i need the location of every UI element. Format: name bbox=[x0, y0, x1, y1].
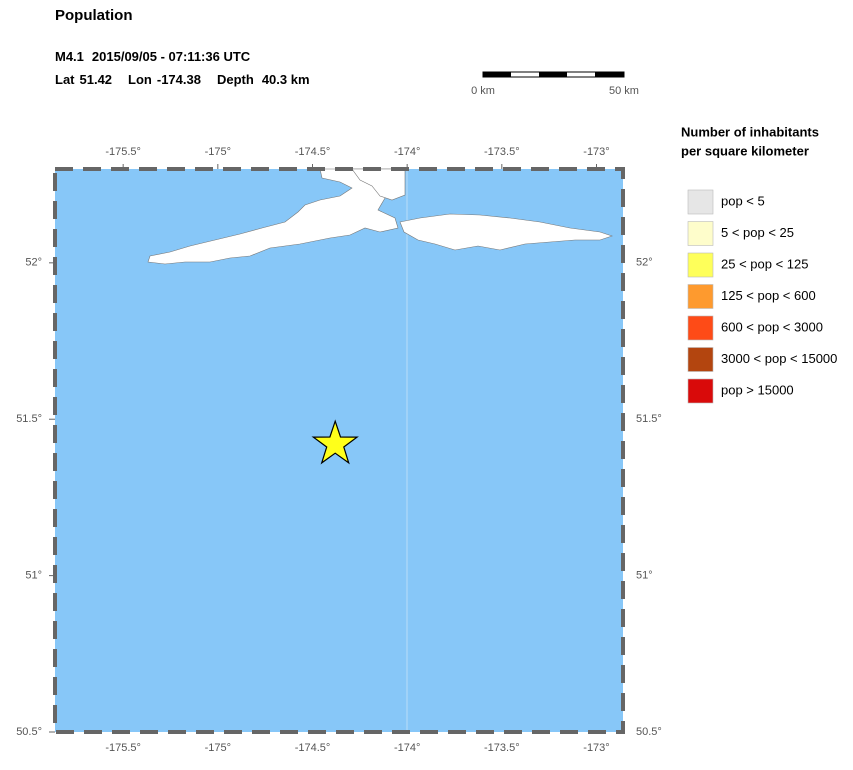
islands bbox=[147, 168, 613, 265]
lat-label: Lat bbox=[55, 72, 75, 87]
x-tick-label: -173° bbox=[583, 146, 609, 158]
legend-swatch bbox=[687, 284, 714, 309]
location-line: Lat 51.42 Lon -174.38 Depth 40.3 km bbox=[55, 72, 310, 87]
y-tick-label: 50.5° bbox=[636, 726, 662, 738]
legend-label: pop > 15000 bbox=[721, 382, 794, 397]
y-tick-label: 51° bbox=[25, 570, 42, 582]
legend-label: 125 < pop < 600 bbox=[721, 288, 816, 303]
legend-title: per square kilometer bbox=[681, 143, 809, 158]
legend-swatch bbox=[687, 221, 714, 246]
title: Population bbox=[55, 7, 133, 24]
x-tick-label: -175° bbox=[205, 146, 231, 158]
legend-label: 25 < pop < 125 bbox=[721, 256, 808, 271]
legend-title: Number of inhabitants bbox=[681, 124, 819, 139]
lat: 51.42 bbox=[80, 72, 113, 87]
x-tick-label: -174.5° bbox=[295, 146, 331, 158]
x-tick-label: -175.5° bbox=[105, 742, 141, 754]
depth-label: Depth bbox=[217, 72, 254, 87]
magnitude: M4.1 bbox=[55, 49, 84, 64]
depth: 40.3 km bbox=[262, 72, 310, 87]
lon: -174.38 bbox=[157, 72, 201, 87]
x-tick-label: -173° bbox=[583, 742, 609, 754]
y-tick-label: 52° bbox=[636, 257, 653, 269]
y-tick-label: 50.5° bbox=[16, 726, 42, 738]
legend-swatch bbox=[687, 347, 714, 372]
scale-end: 50 km bbox=[609, 85, 639, 97]
legend-swatch bbox=[687, 378, 714, 404]
x-tick-label: -174° bbox=[394, 146, 420, 158]
lon-label: Lon bbox=[128, 72, 152, 87]
legend-swatch bbox=[687, 252, 714, 278]
datetime: 2015/09/05 - 07:11:36 UTC bbox=[92, 49, 251, 64]
legend-label: 600 < pop < 3000 bbox=[721, 319, 823, 334]
map-frame bbox=[53, 167, 625, 734]
legend-swatch bbox=[687, 315, 714, 341]
y-tick-label: 51.5° bbox=[16, 413, 42, 425]
scale-start: 0 km bbox=[471, 85, 495, 97]
x-tick-label: -173.5° bbox=[484, 146, 520, 158]
y-tick-label: 51.5° bbox=[636, 413, 662, 425]
legend-label: 5 < pop < 25 bbox=[721, 225, 794, 240]
legend-label: pop < 5 bbox=[721, 193, 765, 208]
event-line: M4.1 2015/09/05 - 07:11:36 UTC bbox=[55, 49, 251, 64]
legend-swatch bbox=[687, 189, 714, 215]
legend-label: 3000 < pop < 15000 bbox=[721, 351, 837, 366]
x-tick-label: -174° bbox=[394, 742, 420, 754]
x-tick-label: -175.5° bbox=[105, 146, 141, 158]
scale-bar bbox=[482, 71, 625, 78]
y-tick-label: 51° bbox=[636, 570, 653, 582]
y-tick-label: 52° bbox=[25, 257, 42, 269]
x-tick-label: -175° bbox=[205, 742, 231, 754]
epicenter-star bbox=[311, 419, 359, 465]
x-tick-label: -173.5° bbox=[484, 742, 520, 754]
x-tick-label: -174.5° bbox=[295, 742, 331, 754]
